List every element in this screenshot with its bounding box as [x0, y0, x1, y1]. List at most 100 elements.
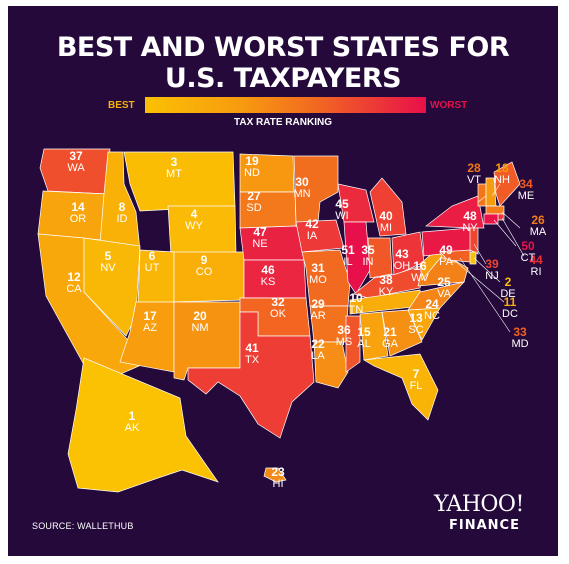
state-fl	[362, 353, 439, 421]
state-abbr-mn: MN	[293, 188, 310, 200]
leader-line	[473, 257, 501, 283]
infographic: BEST AND WORST STATES FOR U.S. TAXPAYERS…	[8, 6, 558, 556]
state-vt	[477, 183, 487, 207]
source-note: SOURCE: WALLETHUB	[32, 521, 134, 531]
state-rank-la: 22	[311, 337, 325, 351]
state-rank-md: 33	[513, 325, 527, 339]
state-abbr-wy: WY	[185, 220, 203, 232]
state-abbr-nd: ND	[244, 167, 260, 179]
leader-line	[493, 219, 517, 247]
state-ne	[239, 225, 305, 261]
state-rank-wv: 16	[413, 259, 427, 273]
state-abbr-wi: WI	[335, 210, 348, 222]
state-abbr-ia: IA	[307, 230, 318, 242]
state-rank-ms: 36	[337, 323, 351, 337]
state-abbr-or: OR	[70, 213, 87, 225]
legend-worst-label: WORST	[430, 100, 468, 111]
state-ms	[345, 315, 361, 373]
state-rank-in: 35	[361, 243, 375, 257]
state-abbr-ms: MS	[336, 336, 353, 348]
state-hi	[263, 467, 287, 483]
state-rank-ri: 44	[529, 253, 543, 267]
state-abbr-dc: DC	[502, 308, 518, 320]
state-rank-de: 2	[505, 275, 512, 289]
state-rank-sd: 27	[247, 189, 261, 203]
state-abbr-ca: CA	[66, 283, 82, 295]
state-mi	[369, 177, 407, 237]
state-abbr-sc: SC	[408, 324, 423, 336]
state-abbr-id: ID	[117, 213, 128, 225]
leader-line	[501, 217, 525, 257]
leader-line	[473, 243, 487, 265]
state-al	[359, 311, 389, 361]
state-abbr-hi: HI	[273, 478, 284, 490]
state-abbr-tn: TN	[349, 304, 364, 316]
state-rank-ne: 47	[253, 225, 267, 239]
state-rank-or: 14	[71, 200, 85, 214]
state-rank-id: 8	[119, 200, 126, 214]
state-abbr-ky: KY	[379, 286, 394, 298]
state-rank-ak: 1	[129, 409, 136, 423]
state-abbr-il: IL	[343, 256, 352, 268]
state-md	[439, 249, 471, 263]
state-id	[99, 151, 141, 251]
state-rank-mo: 31	[311, 261, 325, 275]
state-abbr-ri: RI	[531, 266, 542, 278]
state-rank-ny: 48	[463, 209, 477, 223]
state-wi	[337, 183, 375, 223]
state-de	[469, 251, 477, 265]
state-rank-mi: 40	[379, 209, 393, 223]
leader-line	[453, 259, 505, 303]
us-map: 37WA14OR12CA8ID5NV3MT4WY6UT17AZ9CO20NM19…	[37, 148, 547, 493]
state-abbr-mt: MT	[166, 168, 182, 180]
finance-logo: FINANCE	[449, 518, 520, 533]
state-rank-nh: 18	[495, 161, 509, 175]
legend-gradient-bar	[145, 97, 426, 113]
state-rank-co: 9	[201, 253, 208, 267]
state-abbr-ak: AK	[125, 422, 140, 434]
state-abbr-vt: VT	[467, 174, 481, 186]
state-rank-ks: 46	[261, 263, 275, 277]
state-abbr-wv: WV	[411, 272, 429, 284]
state-rank-wy: 4	[191, 207, 198, 221]
state-rank-il: 51	[341, 243, 355, 257]
state-abbr-md: MD	[511, 338, 528, 350]
state-abbr-ok: OK	[270, 308, 287, 320]
state-rank-nm: 20	[193, 309, 207, 323]
state-abbr-co: CO	[196, 266, 213, 278]
state-ny	[425, 195, 485, 229]
state-abbr-de: DE	[500, 288, 515, 300]
state-abbr-ga: GA	[382, 338, 399, 350]
state-abbr-pa: PA	[439, 256, 454, 268]
state-rank-ia: 42	[305, 217, 319, 231]
title-line-1: BEST AND WORST STATES FOR	[56, 32, 510, 63]
state-rank-ga: 21	[383, 325, 397, 339]
state-abbr-ny: NY	[462, 222, 478, 234]
state-abbr-mo: MO	[309, 274, 327, 286]
state-rank-oh: 43	[395, 247, 409, 261]
state-rank-nd: 19	[245, 154, 259, 168]
state-abbr-fl: FL	[410, 380, 423, 392]
state-abbr-va: VA	[437, 288, 452, 300]
state-abbr-nc: NC	[424, 310, 440, 322]
state-rank-me: 34	[519, 177, 533, 191]
state-az	[119, 301, 175, 373]
state-abbr-tx: TX	[245, 354, 260, 366]
leader-line	[477, 195, 487, 203]
state-ia	[295, 219, 345, 253]
state-abbr-ut: UT	[145, 262, 160, 274]
state-ma	[485, 205, 505, 215]
state-rank-al: 15	[357, 325, 371, 339]
state-abbr-ar: AR	[310, 310, 325, 322]
state-rank-nj: 39	[485, 257, 499, 271]
leader-line	[459, 257, 511, 333]
state-rank-mn: 30	[295, 175, 309, 189]
state-abbr-ma: MA	[530, 226, 547, 238]
state-abbr-nm: NM	[191, 322, 208, 334]
state-abbr-nh: NH	[494, 174, 510, 186]
state-abbr-in: IN	[363, 256, 374, 268]
state-rank-ma: 26	[531, 213, 545, 227]
state-ak	[67, 357, 219, 493]
state-rank-ut: 6	[149, 249, 156, 263]
state-abbr-me: ME	[518, 190, 535, 202]
